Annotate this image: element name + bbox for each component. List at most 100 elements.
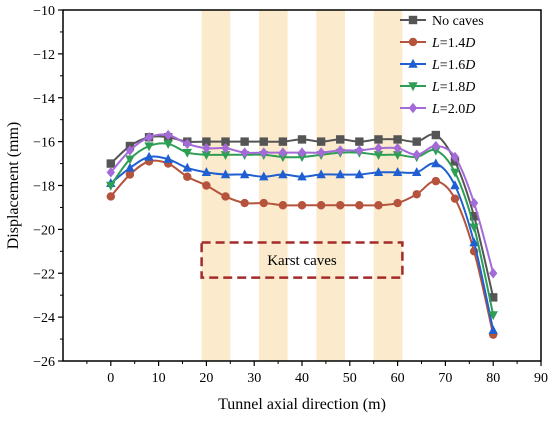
series-5 (106, 129, 498, 279)
data-point (125, 155, 135, 165)
data-point (220, 169, 231, 179)
data-point (163, 129, 173, 141)
data-point (374, 135, 383, 144)
data-point (392, 167, 403, 177)
y-tick-label: −22 (33, 267, 55, 282)
data-point (125, 145, 135, 156)
data-point (355, 201, 364, 210)
data-point (336, 201, 345, 210)
data-point (297, 147, 307, 158)
data-point (278, 147, 288, 158)
data-point (393, 135, 402, 144)
data-point (450, 168, 460, 178)
legend-item: No caves (400, 14, 484, 29)
karst-caves-label: Karst caves (267, 253, 337, 269)
legend-marker (408, 15, 418, 25)
y-tick-label: −14 (33, 92, 55, 107)
data-point (412, 167, 422, 177)
y-tick-label: −10 (33, 4, 55, 19)
series-lines (106, 129, 498, 339)
data-point (354, 169, 365, 179)
data-point (412, 149, 421, 160)
x-tick-label: 60 (391, 371, 405, 386)
legend: No caves L=1.4D L=1.6D L=1.8D L=2.0D (400, 14, 484, 117)
annotation: Karst caves (200, 241, 404, 279)
shaded-band-2 (258, 10, 288, 361)
data-point (278, 201, 288, 210)
data-point (125, 162, 135, 172)
data-point (336, 145, 345, 156)
data-point (278, 169, 288, 179)
data-point (392, 151, 403, 160)
data-point (202, 181, 211, 190)
data-point (163, 153, 173, 163)
y-tick-label: −18 (33, 180, 55, 195)
data-point (335, 169, 345, 179)
data-point (221, 143, 230, 154)
data-point (259, 147, 268, 158)
data-point (489, 293, 498, 302)
data-point (297, 171, 307, 181)
y-tick-label: −12 (33, 48, 55, 63)
data-point (144, 151, 154, 161)
data-point (221, 137, 230, 146)
data-point (240, 198, 249, 208)
data-point (488, 325, 498, 334)
data-point (259, 171, 269, 181)
data-point (393, 143, 402, 154)
x-tick-label: 40 (295, 371, 309, 386)
y-tick-label: −26 (33, 355, 55, 370)
x-tick-label: 50 (343, 371, 357, 386)
data-point (221, 192, 230, 201)
data-point (106, 167, 115, 178)
data-point (125, 170, 135, 179)
x-tick-label: 80 (486, 371, 500, 386)
data-point (450, 180, 460, 190)
legend-marker (408, 82, 418, 92)
data-point (489, 268, 498, 279)
data-point (488, 311, 498, 321)
data-point (431, 158, 441, 168)
legend-marker (408, 102, 418, 114)
data-point (240, 137, 249, 146)
legend-label: L=1.6D (431, 58, 475, 73)
data-point (183, 138, 192, 150)
data-point (182, 148, 192, 158)
data-point (469, 197, 479, 209)
data-point (431, 140, 441, 152)
data-point (469, 212, 479, 221)
data-point (106, 192, 116, 201)
legend-item: L=1.8D (400, 80, 475, 95)
data-point (316, 147, 326, 158)
x-tick-label: 90 (534, 371, 548, 386)
data-point (316, 137, 326, 146)
shaded-bands (201, 10, 403, 361)
data-point (297, 201, 307, 210)
x-tick-label: 0 (107, 371, 114, 386)
data-point (106, 159, 115, 168)
series-line (109, 142, 495, 316)
data-point (278, 137, 288, 146)
data-point (182, 162, 192, 172)
legend-label: L=1.4D (431, 36, 475, 51)
legend-label: L=1.8D (431, 80, 475, 95)
data-point (183, 172, 192, 181)
data-point (106, 181, 116, 191)
data-point (431, 130, 441, 140)
karst-caves-box (200, 241, 404, 279)
x-tick-label: 30 (247, 371, 261, 386)
legend-marker (408, 37, 418, 47)
data-point (469, 223, 479, 233)
legend-item: L=2.0D (400, 102, 475, 117)
axes: 0 10 20 30 40 50 60 70 80 90 −10 −12 −14 −16 −18 −20 −22… (33, 4, 548, 386)
data-point (201, 151, 212, 160)
y-axis-title: Displacement (mm) (5, 122, 22, 250)
legend-label: No caves (432, 14, 484, 29)
data-point (355, 145, 364, 156)
data-point (316, 201, 326, 210)
data-point (202, 137, 211, 146)
legend-label: L=2.0D (431, 102, 475, 117)
data-point (450, 194, 460, 203)
data-point (469, 237, 479, 247)
